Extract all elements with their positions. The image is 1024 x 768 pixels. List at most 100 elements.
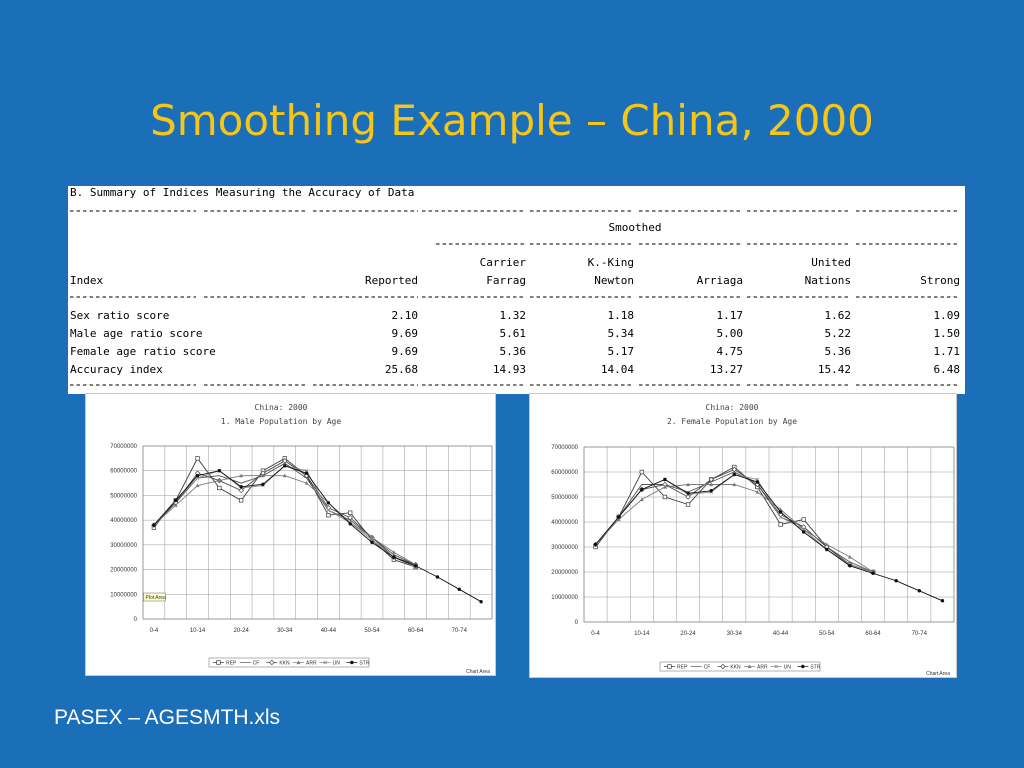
y-tick-label: 30000000 [110,543,137,549]
column-header: Reported [365,274,418,287]
data-point [283,464,287,468]
y-tick-label: 0 [134,617,138,623]
table-cell: 1.09 [934,309,961,322]
table-row: Accuracy index 25.68 14.93 14.04 13.27 15.42 6… [70,363,960,376]
table-cell: 6.48 [934,363,961,376]
table-cell: 1.71 [934,345,961,358]
data-point [391,550,396,554]
data-point [413,564,418,568]
y-tick-label: 70000000 [110,444,137,450]
plot-area-frame [583,446,955,623]
legend-label: STR [359,661,369,667]
series-rep [593,464,876,575]
data-point [778,510,783,514]
x-tick-label: 30-34 [727,631,743,637]
data-point [848,564,852,568]
data-point [350,660,354,665]
y-tick-label: 20000000 [110,568,137,574]
y-tick-label: 0 [575,620,579,626]
table-row: Male age ratio score 9.69 5.61 5.34 5.00 5.22… [70,327,960,340]
column-header: Index [70,274,103,287]
data-point [348,510,353,515]
legend-item: UN [770,665,792,671]
data-point [152,523,156,527]
legend-item: REP [664,664,688,671]
y-tick-label: 50000000 [110,493,137,499]
y-tick-label: 50000000 [551,495,578,501]
table-canvas: B. Summary of Indices Measuring the Accu… [70,186,961,386]
x-tick-label: 50-54 [819,631,835,637]
chart-area-label: Chart Area [926,671,950,677]
table-cell: 5.61 [500,327,527,340]
series-rep [151,456,418,570]
plot-area-tag: Plot Area [143,592,166,602]
series-line [595,484,874,573]
legend-box [208,657,370,668]
data-point [667,664,672,669]
data-point [755,480,760,484]
data-point [195,483,200,488]
data-point [195,473,200,478]
series-str [593,472,945,603]
y-tick-label: 10000000 [110,592,137,598]
data-point [195,456,200,461]
y-tick-label: 70000000 [551,445,578,451]
data-point [616,517,621,522]
data-point [685,494,691,500]
x-tick-label: 0-4 [591,631,600,637]
data-point [392,555,396,559]
series-line [153,465,482,603]
data-point [326,501,331,505]
x-tick-label: 70-74 [452,628,468,634]
legend-item: CF [690,665,710,671]
column-header: Farrag [486,274,526,287]
data-point [173,503,178,507]
data-point [732,482,737,487]
series-line [595,474,874,573]
data-point [616,515,621,519]
plot-area-frame [142,445,493,620]
table-cell: 13.27 [710,363,743,376]
legend-label: REP [677,665,688,671]
legend-label: KKN [279,661,290,667]
data-point [708,476,714,483]
legend-label: UN [784,665,792,671]
accuracy-indices-table: B. Summary of Indices Measuring the Accu… [68,186,965,394]
y-tick-label: 10000000 [551,595,578,601]
table-cell: 5.00 [717,327,744,340]
legend-label: STR [810,665,820,671]
female-population-chart: China: 2000 2. Female Population by Age 70… [529,393,957,678]
table-cell: 1.62 [825,309,852,322]
table-cell: 5.34 [608,327,635,340]
data-point [720,663,726,670]
data-point [239,485,243,489]
data-point [282,473,287,478]
x-tick-label: 30-34 [277,628,293,634]
data-point [348,522,352,526]
row-label: Accuracy index [70,363,163,376]
y-tick-label: 20000000 [551,570,578,576]
data-point [847,555,852,559]
x-tick-label: 10-14 [634,631,650,637]
table-cell: 9.69 [392,327,419,340]
table-cell: 5.17 [608,345,635,358]
row-label: Sex ratio score [70,309,169,322]
data-point [304,468,309,473]
male-population-chart: China: 2000 1. Male Population by Age 7000… [85,393,496,676]
x-tick-label: 0-4 [150,628,159,634]
y-tick-label: 60000000 [110,469,137,475]
column-header-line1: United [811,256,851,269]
column-header-line1: Carrier [480,256,527,269]
table-cell: 14.04 [601,363,634,376]
data-point [662,494,668,500]
data-point [304,471,309,475]
legend-label: UN [333,661,341,667]
data-point [801,517,806,522]
legend-label: ARR [757,665,768,671]
legend-item: STR [346,660,370,667]
data-point [778,515,783,519]
series-str [152,464,483,604]
x-tick-label: 40-44 [321,628,337,634]
data-point [732,472,737,477]
x-tick-label: 50-54 [364,628,380,634]
